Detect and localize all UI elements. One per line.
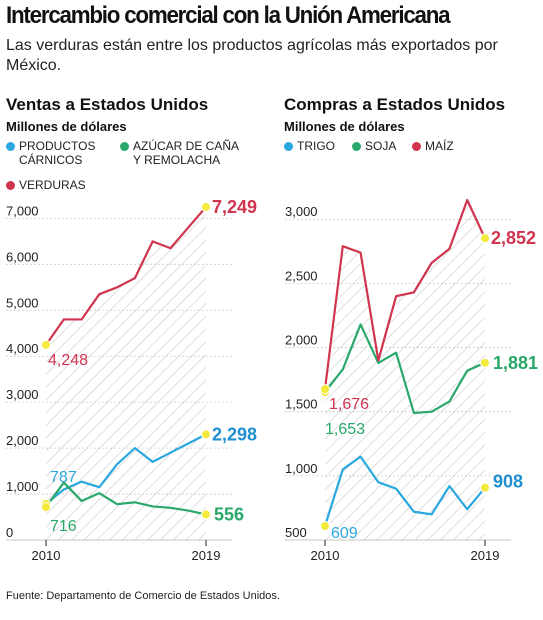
y-tick-label: 0 — [6, 525, 13, 540]
legend-dot-icon — [352, 142, 361, 151]
series-line — [324, 323, 486, 415]
panel-unit-compras: Millones de dólares — [284, 119, 405, 134]
x-tick-label: 2010 — [311, 548, 340, 563]
y-tick-label: 4,000 — [6, 341, 39, 356]
legend-label: CÁRNICOS — [19, 153, 83, 167]
endpoint-marker — [320, 521, 330, 532]
legend-dot-icon — [6, 181, 15, 190]
endpoint-marker — [201, 509, 211, 520]
data-label: 1,653 — [325, 421, 365, 438]
legend-label: Y REMOLACHA — [133, 153, 221, 167]
endpoint-marker — [41, 502, 51, 513]
legend-ventas: PRODUCTOS CÁRNICOS AZÚCAR DE CAÑA Y REMOLA… — [6, 139, 266, 199]
chart-compras: 500 1,000 1,500 2,000 2,500 3,000 2010 2019 2,85… — [285, 198, 538, 563]
y-tick-label: 2,000 — [285, 333, 318, 348]
y-tick-label: 2,500 — [285, 268, 318, 283]
x-tick-label: 2019 — [192, 548, 221, 563]
legend-dot-icon — [284, 142, 293, 151]
y-tick-label: 1,500 — [285, 397, 318, 412]
source-note: Fuente: Departamento de Comercio de Esta… — [6, 590, 280, 602]
data-label: 1,676 — [329, 396, 369, 413]
data-label: 787 — [50, 469, 77, 486]
y-tick-label: 2,000 — [6, 433, 39, 448]
series-line — [45, 433, 207, 505]
endpoint-marker — [201, 201, 211, 212]
endpoint-marker — [480, 233, 490, 244]
legend-dot-icon — [412, 142, 421, 151]
series-line — [323, 198, 486, 390]
legend-label: TRIGO — [297, 139, 335, 153]
hatched-area — [46, 206, 206, 540]
data-label: 908 — [493, 472, 523, 492]
x-tick-label: 2019 — [471, 548, 500, 563]
panel-title-compras: Compras a Estados Unidos — [284, 95, 506, 114]
data-label: 2,852 — [491, 228, 536, 248]
data-label: 7,249 — [212, 197, 257, 217]
series-line — [323, 455, 486, 527]
chart-ventas: 0 1,000 2,000 3,000 4,000 5,000 6,000 7,000 2010… — [6, 197, 257, 563]
endpoint-marker — [480, 482, 490, 493]
y-tick-label: 7,000 — [6, 203, 39, 218]
legend-label: VERDURAS — [19, 178, 86, 192]
endpoint-marker — [480, 357, 490, 368]
page-title: Intercambio comercial con la Unión Ameri… — [6, 2, 451, 29]
y-tick-label: 3,000 — [6, 387, 39, 402]
legend-label: SOJA — [365, 139, 397, 153]
endpoint-marker — [320, 384, 330, 395]
legend-label: PRODUCTOS — [19, 139, 96, 153]
y-tick-label: 6,000 — [6, 249, 39, 264]
panel-title-ventas: Ventas a Estados Unidos — [6, 95, 209, 114]
data-label: 4,248 — [48, 352, 88, 369]
legend-compras: TRIGO SOJA MAÍZ — [284, 139, 524, 159]
y-tick-label: 1,000 — [285, 461, 318, 476]
hatched-area — [325, 200, 485, 540]
data-label: 1,881 — [493, 353, 538, 373]
y-tick-label: 1,000 — [6, 479, 39, 494]
legend-label: MAÍZ — [425, 139, 454, 153]
endpoint-marker — [41, 339, 51, 350]
series-line — [45, 206, 207, 346]
legend-dot-icon — [6, 142, 15, 151]
legend-label: AZÚCAR DE CAÑA — [133, 139, 240, 153]
y-tick-label: 500 — [285, 525, 307, 540]
y-tick-label: 5,000 — [6, 295, 39, 310]
data-label: 2,298 — [212, 424, 257, 444]
data-label: 556 — [214, 504, 244, 524]
series-line — [45, 481, 207, 516]
legend-dot-icon — [120, 142, 129, 151]
endpoint-marker — [201, 429, 211, 440]
page-subtitle: Las verduras están entre los productos a… — [6, 37, 498, 74]
panel-unit-ventas: Millones de dólares — [6, 119, 127, 134]
data-label: 716 — [50, 518, 77, 535]
x-tick-label: 2010 — [32, 548, 61, 563]
data-label: 609 — [331, 525, 358, 542]
y-tick-label: 3,000 — [285, 204, 318, 219]
